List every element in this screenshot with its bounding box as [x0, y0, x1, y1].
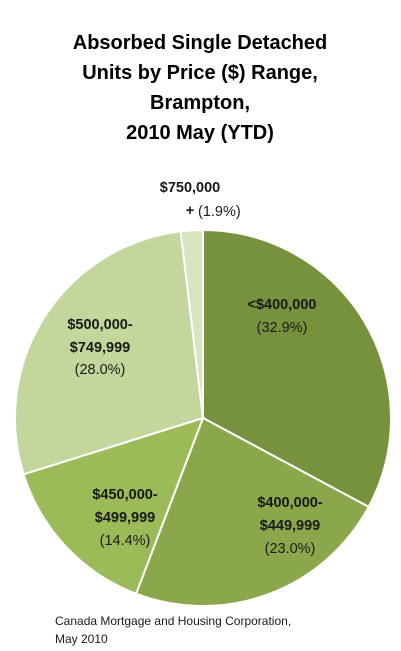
pie-slice — [22, 416, 205, 595]
value-label: (14.4%) — [100, 533, 151, 549]
source-note: Canada Mortgage and Housing Corporation,… — [55, 614, 291, 646]
slice-label: $750,000 + — [160, 180, 220, 219]
chart-title: Absorbed Single Detached Units by Price (… — [73, 32, 328, 144]
value-label: (1.9%) — [198, 204, 241, 220]
slice-label: $450,000-$499,999 — [92, 487, 157, 526]
slice-label: $500,000-$749,999 — [67, 317, 132, 356]
slice-label: $400,000-$449,999 — [257, 495, 322, 534]
pie-slice — [14, 230, 205, 476]
slice-label: <$400,000 — [248, 297, 317, 313]
value-label: (32.9%) — [257, 320, 308, 336]
pie-slice — [134, 416, 371, 607]
pie-slice — [179, 228, 204, 419]
pie-slice — [202, 228, 392, 509]
value-label: (28.0%) — [75, 362, 126, 378]
value-label: (23.0%) — [265, 541, 316, 557]
